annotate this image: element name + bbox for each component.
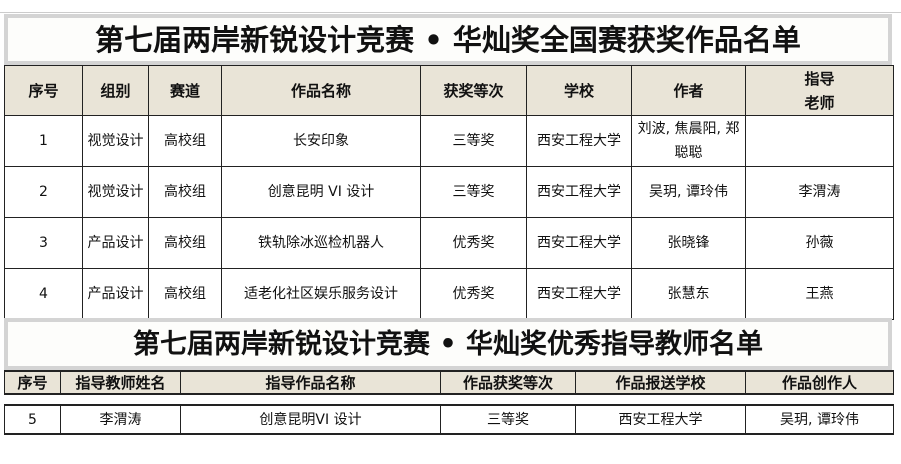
awards-list-title: 第七届两岸新锐设计竞赛 • 华灿奖全国赛获奖作品名单 bbox=[4, 14, 892, 65]
table-cell: 视觉设计 bbox=[82, 115, 149, 167]
column-header: 作者 bbox=[631, 65, 746, 116]
table-cell: 高校组 bbox=[148, 217, 222, 269]
divider bbox=[0, 12, 901, 13]
teachers-table: 5 李渭涛 创意昆明VI 设计 三等奖 西安工程大学 吴玥, 谭玲伟 bbox=[4, 404, 894, 435]
table-cell: 高校组 bbox=[148, 268, 222, 320]
table-cell: 视觉设计 bbox=[82, 166, 149, 218]
column-header: 学校 bbox=[526, 65, 632, 116]
header-row: 序号 组别 赛道 作品名称 获奖等次 学校 作者 指导 老师 bbox=[4, 65, 894, 116]
table-cell: 三等奖 bbox=[440, 404, 576, 435]
table-cell: 3 bbox=[4, 217, 83, 269]
table-cell: 优秀奖 bbox=[420, 268, 527, 320]
table-cell: 优秀奖 bbox=[420, 217, 527, 269]
table-cell: 创意昆明VI 设计 bbox=[180, 404, 441, 435]
table-cell: 适老化社区娱乐服务设计 bbox=[221, 268, 421, 320]
table-row: 4 产品设计 高校组 适老化社区娱乐服务设计 优秀奖 西安工程大学 张慧东 王燕 bbox=[4, 268, 894, 320]
table-cell: 西安工程大学 bbox=[575, 404, 746, 435]
table-cell: 李渭涛 bbox=[60, 404, 181, 435]
table-cell: 三等奖 bbox=[420, 166, 527, 218]
table-row: 5 李渭涛 创意昆明VI 设计 三等奖 西安工程大学 吴玥, 谭玲伟 bbox=[4, 404, 894, 435]
column-header: 组别 bbox=[82, 65, 149, 116]
column-header: 作品获奖等次 bbox=[440, 370, 576, 395]
table-cell: 高校组 bbox=[148, 166, 222, 218]
awards-table: 序号 组别 赛道 作品名称 获奖等次 学校 作者 指导 老师 1 视觉设计 高校组 长安印象 三等奖西… bbox=[4, 65, 894, 320]
table-cell: 孙薇 bbox=[745, 217, 894, 269]
table-cell: 西安工程大学 bbox=[526, 115, 632, 167]
teachers-list-title: 第七届两岸新锐设计竞赛 • 华灿奖优秀指导教师名单 bbox=[4, 318, 892, 370]
table-cell: 西安工程大学 bbox=[526, 217, 632, 269]
table-cell: 高校组 bbox=[148, 115, 222, 167]
table-cell: 张慧东 bbox=[631, 268, 746, 320]
table-cell: 5 bbox=[4, 404, 61, 435]
column-header: 指导 老师 bbox=[745, 65, 894, 116]
table-cell: 4 bbox=[4, 268, 83, 320]
table-cell: 创意昆明 VI 设计 bbox=[221, 166, 421, 218]
table-cell: 长安印象 bbox=[221, 115, 421, 167]
table-cell: 李渭涛 bbox=[745, 166, 894, 218]
column-header: 指导教师姓名 bbox=[60, 370, 181, 395]
column-header: 赛道 bbox=[148, 65, 222, 116]
column-header: 获奖等次 bbox=[420, 65, 527, 116]
table-cell: 2 bbox=[4, 166, 83, 218]
table-cell: 铁轨除冰巡检机器人 bbox=[221, 217, 421, 269]
table-cell: 三等奖 bbox=[420, 115, 527, 167]
column-header: 序号 bbox=[4, 65, 83, 116]
table-cell: 吴玥, 谭玲伟 bbox=[745, 404, 894, 435]
header-row: 序号 指导教师姓名 指导作品名称 作品获奖等次 作品报送学校 作品创作人 bbox=[4, 370, 894, 395]
column-header: 作品创作人 bbox=[745, 370, 894, 395]
table-cell: 产品设计 bbox=[82, 268, 149, 320]
table-cell: 刘波, 焦晨阳, 郑聪聪 bbox=[631, 115, 746, 167]
table-cell bbox=[745, 115, 894, 167]
table-cell: 1 bbox=[4, 115, 83, 167]
table-cell: 西安工程大学 bbox=[526, 166, 632, 218]
table-row: 3 产品设计 高校组 铁轨除冰巡检机器人 优秀奖 西安工程大学 张晓锋 孙薇 bbox=[4, 217, 894, 269]
table-row: 1 视觉设计 高校组 长安印象 三等奖 西安工程大学 刘波, 焦晨阳, 郑聪聪 bbox=[4, 115, 894, 167]
column-header: 作品名称 bbox=[221, 65, 421, 116]
table-row: 2 视觉设计 高校组 创意昆明 VI 设计 三等奖 西安工程大学 吴玥, 谭玲伟 李渭涛 bbox=[4, 166, 894, 218]
table-cell: 王燕 bbox=[745, 268, 894, 320]
teachers-table-header: 序号 指导教师姓名 指导作品名称 作品获奖等次 作品报送学校 作品创作人 bbox=[4, 370, 894, 395]
column-header: 指导作品名称 bbox=[180, 370, 441, 395]
column-header: 作品报送学校 bbox=[575, 370, 746, 395]
table-cell: 吴玥, 谭玲伟 bbox=[631, 166, 746, 218]
table-cell: 产品设计 bbox=[82, 217, 149, 269]
table-cell: 西安工程大学 bbox=[526, 268, 632, 320]
table-cell: 张晓锋 bbox=[631, 217, 746, 269]
column-header: 序号 bbox=[4, 370, 61, 395]
